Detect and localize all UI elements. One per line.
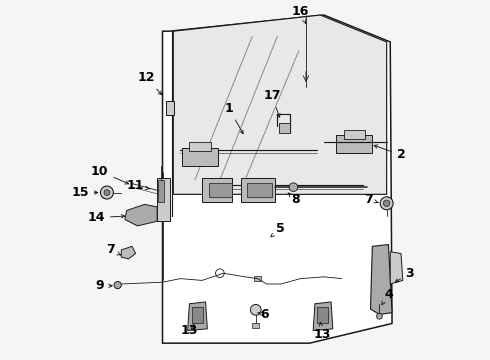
Text: 8: 8 xyxy=(288,193,299,206)
Text: 7: 7 xyxy=(365,193,379,206)
Bar xyxy=(209,183,232,197)
Bar xyxy=(279,123,290,134)
Circle shape xyxy=(114,282,122,289)
Text: 1: 1 xyxy=(224,102,243,134)
Polygon shape xyxy=(188,302,207,330)
Text: 16: 16 xyxy=(292,5,309,23)
Text: 13: 13 xyxy=(314,322,331,341)
Text: 5: 5 xyxy=(271,222,285,237)
Bar xyxy=(192,307,203,323)
Circle shape xyxy=(104,190,110,195)
Bar xyxy=(252,323,259,328)
Circle shape xyxy=(377,314,382,319)
Bar xyxy=(337,135,372,153)
Polygon shape xyxy=(122,246,136,259)
Text: 9: 9 xyxy=(96,279,112,292)
Circle shape xyxy=(250,305,261,315)
Text: 4: 4 xyxy=(382,288,393,305)
Polygon shape xyxy=(313,302,333,330)
Text: 14: 14 xyxy=(87,211,124,224)
Polygon shape xyxy=(390,252,403,284)
Polygon shape xyxy=(173,15,387,194)
Bar xyxy=(343,130,365,139)
Bar xyxy=(254,276,261,282)
Circle shape xyxy=(100,186,113,199)
Bar xyxy=(318,307,328,323)
Text: 2: 2 xyxy=(374,145,405,161)
Bar xyxy=(247,183,272,197)
Text: 7: 7 xyxy=(106,243,121,256)
Bar xyxy=(202,178,232,202)
Bar xyxy=(242,178,275,202)
Polygon shape xyxy=(163,15,392,343)
Bar xyxy=(157,178,170,221)
Text: 11: 11 xyxy=(127,179,150,192)
Polygon shape xyxy=(125,204,157,226)
Polygon shape xyxy=(370,244,392,315)
Text: 17: 17 xyxy=(263,89,281,117)
Text: 10: 10 xyxy=(91,165,128,184)
Bar xyxy=(158,180,164,202)
Text: 3: 3 xyxy=(395,267,414,282)
Bar xyxy=(166,101,174,115)
Circle shape xyxy=(383,200,390,207)
Circle shape xyxy=(289,183,298,192)
Text: 13: 13 xyxy=(181,324,198,337)
Circle shape xyxy=(380,197,393,210)
Bar xyxy=(190,142,211,151)
Text: 15: 15 xyxy=(71,186,98,199)
Text: 6: 6 xyxy=(258,308,269,321)
Text: 12: 12 xyxy=(138,71,162,95)
Bar xyxy=(182,148,218,166)
